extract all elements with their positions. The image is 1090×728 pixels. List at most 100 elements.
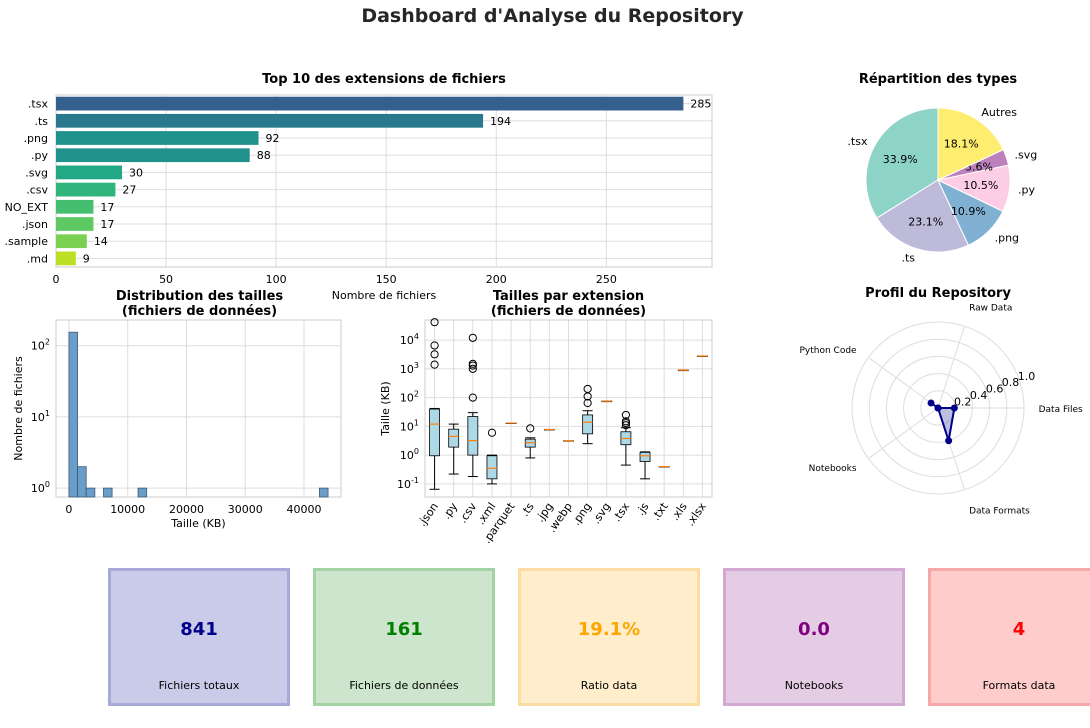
kpi-card-total-files: 841 Fichiers totaux bbox=[108, 568, 290, 706]
radar-r-tick-label: 0.4 bbox=[970, 389, 988, 402]
pie-pct-label: 18.1% bbox=[944, 138, 979, 151]
histogram-bar bbox=[319, 487, 329, 498]
radar-axis-label: Data Files bbox=[1039, 405, 1083, 415]
x-tick-label: 10000 bbox=[110, 503, 145, 516]
y-tick-label: 10-1 bbox=[397, 476, 419, 491]
y-tick-label: 100 bbox=[400, 447, 419, 462]
pie-pct-label: 23.1% bbox=[908, 215, 943, 228]
kpi-value: 19.1% bbox=[577, 619, 641, 640]
flier-point bbox=[583, 384, 592, 394]
y-tick-label: .sample bbox=[5, 235, 49, 248]
radar-series-line bbox=[930, 402, 956, 442]
x-tick-label: 40000 bbox=[286, 503, 321, 516]
page-title: Dashboard d'Analyse du Repository bbox=[361, 5, 744, 27]
kpi-label: Fichiers de données bbox=[349, 679, 459, 692]
x-tick-label: 0 bbox=[53, 273, 60, 286]
radar-point bbox=[950, 404, 958, 412]
x-axis-label: Nombre de fichiers bbox=[332, 289, 437, 302]
flier-point bbox=[583, 398, 592, 408]
pie-label: .png bbox=[995, 231, 1019, 244]
histogram-bar bbox=[103, 487, 113, 498]
bar bbox=[56, 234, 87, 249]
pie-slice bbox=[937, 107, 1004, 181]
data-label: 285 bbox=[690, 98, 711, 111]
bar bbox=[56, 96, 684, 111]
radar-spoke bbox=[868, 357, 939, 409]
radar-r-tick-label: 1.0 bbox=[1018, 370, 1036, 383]
kpi-value: 161 bbox=[385, 619, 423, 640]
flier-point bbox=[468, 364, 477, 373]
data-label: 17 bbox=[100, 218, 114, 231]
y-tick-label: 102 bbox=[31, 338, 50, 353]
box bbox=[486, 455, 498, 480]
kpi-label: Fichiers totaux bbox=[158, 679, 240, 692]
box bbox=[467, 416, 479, 456]
bar bbox=[56, 251, 76, 266]
radar-axis-label: Python Code bbox=[799, 346, 857, 356]
pie-pct-label: 10.5% bbox=[963, 179, 998, 192]
y-tick-label: 101 bbox=[31, 409, 50, 424]
radar-spoke bbox=[868, 407, 939, 459]
y-tick-label: .tsx bbox=[28, 98, 49, 111]
data-label: 92 bbox=[266, 132, 280, 145]
flier-point bbox=[487, 428, 497, 437]
bar bbox=[56, 131, 259, 145]
flier-point bbox=[468, 359, 477, 368]
bar bbox=[56, 113, 484, 128]
y-tick-label: 102 bbox=[400, 390, 419, 405]
plot-frame bbox=[55, 319, 342, 498]
kpi-card-notebooks: 0.0 Notebooks bbox=[723, 568, 905, 706]
y-tick-label: NO_EXT bbox=[5, 201, 49, 214]
x-tick-label: 30000 bbox=[228, 503, 263, 516]
radar-r-tick-label: 0.2 bbox=[954, 396, 972, 409]
data-label: 88 bbox=[257, 149, 271, 162]
flier-point bbox=[621, 410, 631, 420]
flier-point bbox=[468, 333, 477, 342]
box bbox=[448, 428, 460, 448]
y-tick-label: 100 bbox=[31, 480, 50, 495]
x-tick-label: 20000 bbox=[169, 503, 204, 516]
bar bbox=[56, 165, 123, 180]
radar-point bbox=[934, 404, 942, 412]
y-axis-label: Taille (KB) bbox=[379, 381, 392, 436]
y-tick-label: .svg bbox=[25, 166, 48, 179]
kpi-label: Formats data bbox=[982, 679, 1056, 692]
flier-point bbox=[430, 318, 439, 327]
flier-point bbox=[430, 360, 439, 369]
y-tick-label: .csv bbox=[26, 184, 48, 197]
y-tick-label: .json bbox=[22, 218, 48, 231]
kpi-card-data-formats: 4 Formats data bbox=[928, 568, 1090, 706]
radar-r-tick-label: 0.6 bbox=[986, 383, 1004, 396]
radar-axis-label: Raw Data bbox=[969, 303, 1012, 313]
chart-title: (fichiers de données) bbox=[491, 304, 646, 319]
x-tick-label: 250 bbox=[596, 273, 617, 286]
bar bbox=[56, 199, 94, 214]
chart-title: (fichiers de données) bbox=[122, 304, 277, 319]
data-label: 9 bbox=[83, 252, 90, 265]
box bbox=[582, 414, 594, 435]
histogram-bar bbox=[85, 487, 96, 498]
chart-title: Répartition des types bbox=[859, 72, 1018, 87]
kpi-label: Ratio data bbox=[580, 679, 638, 692]
bar bbox=[56, 182, 116, 197]
flier-point bbox=[430, 350, 439, 359]
pie-label: .ts bbox=[901, 251, 915, 264]
x-tick-label: .ts bbox=[518, 500, 537, 519]
pie-slice bbox=[865, 107, 939, 219]
bar bbox=[56, 148, 250, 163]
radar-r-tick-label: 0.8 bbox=[1002, 376, 1020, 389]
kpi-card-data-files: 161 Fichiers de données bbox=[313, 568, 495, 706]
pie-label: Autres bbox=[981, 106, 1017, 119]
flier-point bbox=[526, 424, 535, 433]
radar-axis-label: Data Formats bbox=[969, 507, 1030, 517]
radar-spoke bbox=[937, 326, 966, 409]
kpi-value: 841 bbox=[180, 619, 218, 640]
y-tick-label: .png bbox=[24, 132, 48, 145]
y-tick-label: .md bbox=[27, 252, 48, 265]
x-axis-label: Taille (KB) bbox=[170, 517, 225, 530]
data-label: 17 bbox=[100, 201, 114, 214]
pie-label: .svg bbox=[1015, 149, 1038, 162]
